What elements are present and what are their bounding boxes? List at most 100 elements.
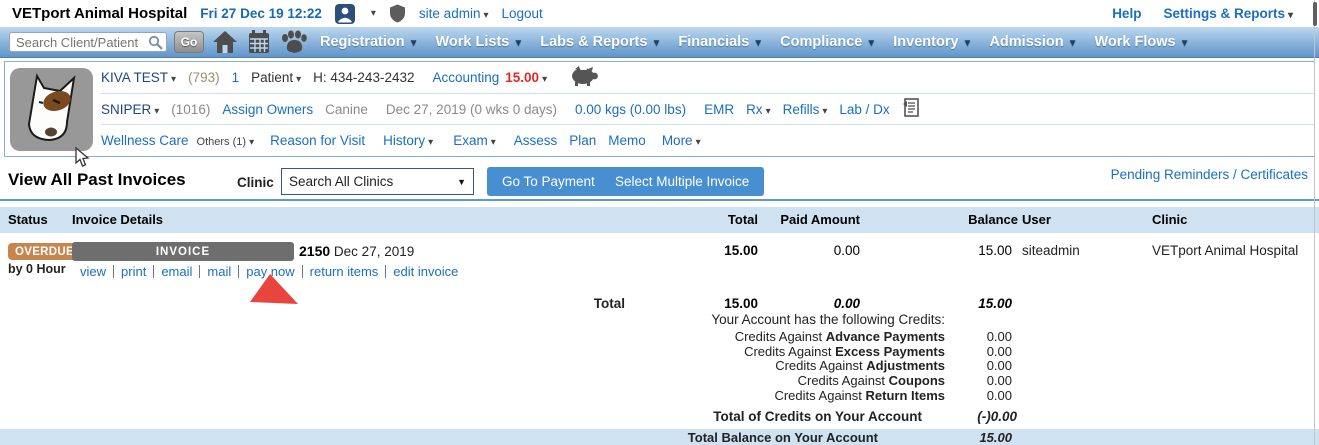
credit-row: Credits Against Adjustments 0.00 xyxy=(545,359,1012,374)
owner-row: KIVA TEST ▾ (793) 1 Patient ▾ H: 434-243-2… xyxy=(101,62,1314,94)
mail-link[interactable]: mail xyxy=(200,265,240,278)
menu-label: Admission xyxy=(989,34,1064,50)
clinic-select-value: Search All Clinics xyxy=(289,174,394,189)
pending-reminders-link[interactable]: Pending Reminders / Certificates xyxy=(1110,167,1308,182)
help-link[interactable]: Help xyxy=(1112,6,1142,21)
credit-value: 0.00 xyxy=(986,343,1012,359)
home-icon[interactable] xyxy=(212,30,238,54)
chevron-down-icon: ▼ xyxy=(962,38,973,49)
pay-now-link[interactable]: pay now xyxy=(239,265,303,278)
summary-total: 15.00 xyxy=(724,296,758,311)
piggy-bank-icon[interactable] xyxy=(569,65,599,90)
clinic-select[interactable]: Search All Clinics ▼ xyxy=(281,168,474,195)
notes-icon[interactable] xyxy=(902,98,920,120)
others-menu[interactable]: Others (1) ▾ xyxy=(197,133,255,148)
total-balance-value: 15.00 xyxy=(979,430,1012,445)
status-badge: OVERDUE xyxy=(8,243,81,260)
page-title: View All Past Invoices xyxy=(8,170,186,189)
emr-link[interactable]: EMR xyxy=(704,101,735,117)
chevron-down-icon: ▼ xyxy=(1179,38,1190,49)
refills-menu[interactable]: Refills ▾ xyxy=(783,102,828,117)
go-button[interactable]: Go xyxy=(174,31,204,53)
row-paid-amount: 0.00 xyxy=(833,243,860,258)
credit-value: 0.00 xyxy=(986,387,1012,403)
pet-row: SNIPER ▾ (1016) Assign Owners Canine Dec … xyxy=(101,94,1314,126)
patient-count-link[interactable]: 1 xyxy=(231,69,240,85)
calendar-icon[interactable] xyxy=(247,30,271,54)
user-menu-label: site admin xyxy=(418,6,481,21)
total-balance-row: Total Balance on Your Account 15.00 xyxy=(0,429,1319,445)
accounting-balance-menu[interactable]: 15.00 ▾ xyxy=(505,70,547,85)
owner-id: (793) xyxy=(188,69,220,85)
total-credits-value: (-)0.00 xyxy=(977,409,1017,424)
more-menu[interactable]: More ▾ xyxy=(662,133,701,148)
chevron-down-icon: ▾ xyxy=(822,105,828,117)
invoice-table-header: Status Invoice Details Total Paid Amount… xyxy=(0,207,1319,233)
menu-admission[interactable]: Admission ▼ xyxy=(989,34,1077,50)
chevron-down-icon[interactable]: ▾ xyxy=(370,8,376,19)
view-link[interactable]: view xyxy=(80,265,115,278)
pet-name: SNIPER xyxy=(101,101,152,117)
chevron-down-icon: ▾ xyxy=(542,73,548,85)
invoice-date: Dec 27, 2019 xyxy=(333,244,415,259)
owner-name-menu[interactable]: KIVA TEST ▾ xyxy=(101,70,176,85)
select-multiple-invoice-button[interactable]: Select Multiple Invoice xyxy=(600,167,765,196)
pet-name-menu[interactable]: SNIPER ▾ xyxy=(101,102,159,117)
scrollbar-thumb[interactable] xyxy=(1313,2,1317,26)
logout-link[interactable]: Logout xyxy=(501,6,543,21)
credit-value: 0.00 xyxy=(986,358,1012,374)
menu-work-flows[interactable]: Work Flows ▼ xyxy=(1094,34,1189,50)
patient-photo[interactable] xyxy=(10,68,93,151)
return-items-link[interactable]: return items xyxy=(303,265,387,278)
wellness-care-link[interactable]: Wellness Care xyxy=(101,133,189,149)
history-menu[interactable]: History ▾ xyxy=(383,133,433,148)
menu-financials[interactable]: Financials ▼ xyxy=(678,34,763,50)
menu-work-lists[interactable]: Work Lists ▼ xyxy=(436,34,524,50)
person-icon[interactable] xyxy=(334,3,355,24)
patient-menu-label: Patient xyxy=(251,69,294,85)
assign-owners-link[interactable]: Assign Owners xyxy=(222,101,314,117)
col-balance: Balance xyxy=(968,212,1018,227)
accounting-link[interactable]: Accounting xyxy=(432,69,500,85)
menu-label: Work Lists xyxy=(435,34,510,50)
col-total: Total xyxy=(727,212,758,227)
go-to-payment-button[interactable]: Go To Payment xyxy=(487,167,610,196)
top-bar: VETport Animal Hospital Fri 27 Dec 19 12… xyxy=(0,0,1319,27)
menu-inventory[interactable]: Inventory ▼ xyxy=(893,34,972,50)
search-input[interactable] xyxy=(9,32,167,52)
exam-menu[interactable]: Exam ▾ xyxy=(453,133,496,148)
menu-labs-reports[interactable]: Labs & Reports ▼ xyxy=(540,34,661,50)
plan-link[interactable]: Plan xyxy=(569,133,597,149)
menu-registration[interactable]: Registration ▼ xyxy=(320,34,419,50)
patient-menu[interactable]: Patient ▾ xyxy=(251,70,301,85)
user-menu[interactable]: site admin ▾ xyxy=(419,6,489,21)
pet-id: (1016) xyxy=(171,101,211,117)
edit-invoice-link[interactable]: edit invoice xyxy=(393,264,459,279)
menu-compliance[interactable]: Compliance ▼ xyxy=(780,34,876,50)
chevron-down-icon: ▼ xyxy=(408,38,419,49)
scrollbar-track[interactable] xyxy=(1314,0,1315,445)
email-link[interactable]: email xyxy=(154,265,201,278)
assess-link[interactable]: Assess xyxy=(513,133,558,149)
rx-label: Rx xyxy=(746,101,763,117)
row-clinic: VETport Animal Hospital xyxy=(1152,243,1299,258)
invoice-bar[interactable]: INVOICE xyxy=(72,242,294,261)
memo-link[interactable]: Memo xyxy=(608,133,646,149)
settings-reports-label: Settings & Reports xyxy=(1163,6,1285,21)
paw-icon[interactable] xyxy=(280,30,307,55)
species-label: Canine xyxy=(325,101,368,117)
settings-reports-menu[interactable]: Settings & Reports ▾ xyxy=(1163,6,1293,21)
credit-name: Return Items xyxy=(865,387,945,403)
credit-name: Excess Payments xyxy=(835,343,945,359)
weight-link[interactable]: 0.00 kgs (0.00 lbs) xyxy=(575,101,687,117)
rx-menu[interactable]: Rx ▾ xyxy=(746,102,771,117)
credit-prefix: Credits Against xyxy=(775,358,863,374)
menu-label: Work Flows xyxy=(1094,34,1176,50)
chevron-down-icon: ▾ xyxy=(428,137,434,149)
lab-dx-link[interactable]: Lab / Dx xyxy=(839,101,890,117)
reason-for-visit-link[interactable]: Reason for Visit xyxy=(270,133,366,149)
age-info: Dec 27, 2019 (0 wks 0 days) xyxy=(385,101,557,117)
print-link[interactable]: print xyxy=(114,265,155,278)
chevron-down-icon: ▼ xyxy=(1067,38,1078,49)
summary-total-label: Total xyxy=(593,296,625,311)
